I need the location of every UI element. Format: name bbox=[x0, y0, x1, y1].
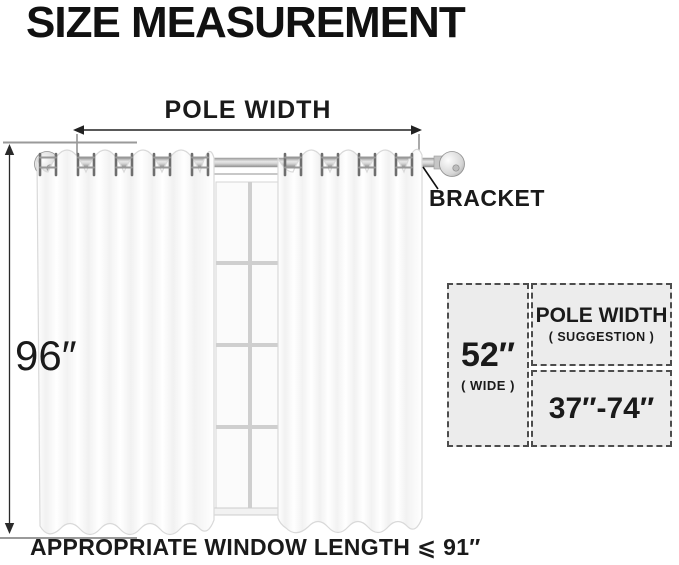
curtain-panel-right bbox=[277, 148, 423, 534]
pole-width-suggestion-box: POLE WIDTH ( SUGGESTION ) bbox=[531, 283, 672, 366]
pole-width-label: POLE WIDTH bbox=[164, 96, 332, 124]
finial-ball-right bbox=[439, 151, 465, 177]
curtain-width-box: 52″ ( WIDE ) bbox=[447, 283, 529, 447]
grommet bbox=[76, 152, 96, 177]
page-title: SIZE MEASUREMENT bbox=[26, 0, 466, 47]
height-arrowhead-bottom bbox=[4, 523, 15, 534]
finial-screw-right bbox=[452, 164, 460, 172]
grommet bbox=[190, 152, 210, 177]
grommet bbox=[152, 152, 172, 177]
grommet bbox=[357, 152, 377, 177]
bracket-label: BRACKET bbox=[429, 185, 545, 211]
pole-width-range-box: 37″-74″ bbox=[531, 370, 672, 447]
pole-width-arrowhead-left bbox=[73, 125, 84, 135]
pole-width-arrowhead-right bbox=[411, 125, 422, 135]
pole-width-suggestion-caption: ( SUGGESTION ) bbox=[548, 330, 655, 345]
grommet bbox=[283, 152, 303, 177]
curtain-width-value: 52″ bbox=[460, 335, 516, 374]
pole-width-range-value: 37″-74″ bbox=[548, 391, 655, 425]
grommet bbox=[114, 152, 134, 177]
window bbox=[205, 173, 295, 516]
grommets bbox=[38, 152, 414, 177]
grommet bbox=[320, 152, 340, 177]
bracket-leader-line bbox=[422, 166, 439, 190]
height-arrowhead-top bbox=[4, 144, 15, 155]
pole-width-suggestion-title: POLE WIDTH bbox=[535, 303, 668, 327]
curtain-width-caption: ( WIDE ) bbox=[461, 377, 515, 393]
curtain-panels bbox=[36, 148, 423, 536]
curtain-height-label: 96″ bbox=[15, 332, 77, 379]
grommet bbox=[394, 152, 414, 177]
window-length-note: APPROPRIATE WINDOW LENGTH ⩽ 91″ bbox=[30, 534, 481, 560]
grommet bbox=[38, 152, 58, 177]
measurement-marks bbox=[0, 125, 439, 539]
curtain-panel-left bbox=[36, 149, 215, 536]
